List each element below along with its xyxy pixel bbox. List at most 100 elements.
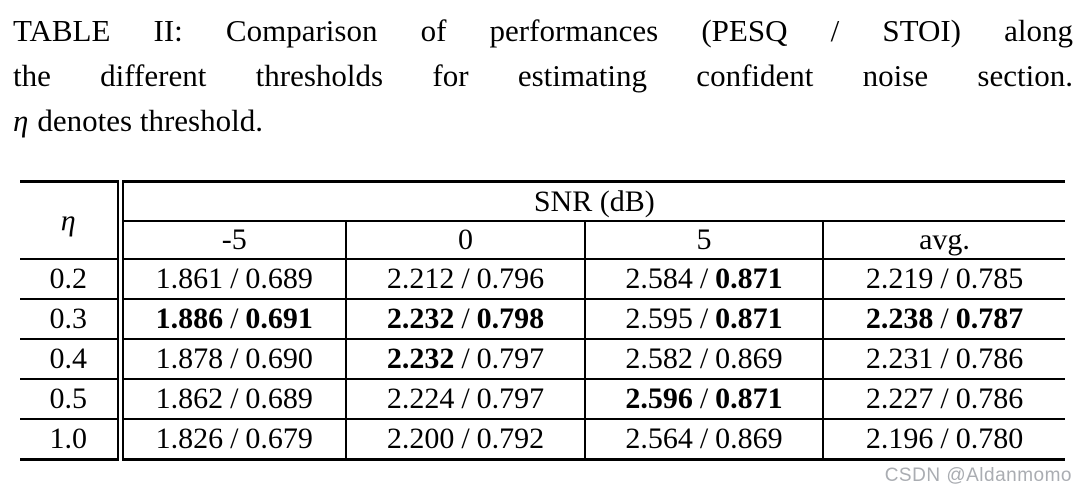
value-separator: / <box>461 342 470 375</box>
pesq-value: 2.564 <box>625 422 693 455</box>
stoi-value: 0.869 <box>715 342 783 375</box>
col-header-0: 0 <box>345 221 585 260</box>
caption-line-1: TABLE II: Comparison of performances (PE… <box>13 13 1073 48</box>
caption-line-3-text: denotes threshold. <box>37 103 263 138</box>
results-table: η SNR (dB) -5 0 5 avg. 0.2 1.861/0.689 2… <box>20 180 1066 461</box>
pesq-value: 2.232 <box>386 302 455 335</box>
stoi-value: 0.796 <box>476 262 545 295</box>
stoi-value: 0.797 <box>476 342 545 375</box>
stoi-value: 0.785 <box>955 262 1024 295</box>
eta-value: 0.4 <box>20 339 124 380</box>
eta-value: 1.0 <box>20 419 124 460</box>
stoi-value: 0.787 <box>955 302 1024 335</box>
table-cell: 2.200/0.792 <box>345 419 585 460</box>
table-cell: 1.862/0.689 <box>120 379 346 420</box>
header-group-row: η SNR (dB) <box>20 181 1066 260</box>
caption-line-3: η denotes threshold. <box>13 98 1073 143</box>
table-row: 0.2 1.861/0.689 2.212/0.796 2.584/0.871 … <box>20 259 1066 300</box>
value-separator: / <box>461 422 470 455</box>
pesq-value: 1.886 <box>155 302 224 335</box>
table-cell: 1.878/0.690 <box>120 339 346 380</box>
pesq-value: 2.231 <box>865 342 934 375</box>
pesq-value: 2.224 <box>386 382 455 415</box>
table-cell: 2.564/0.869 <box>584 419 823 460</box>
eta-value: 0.5 <box>20 379 124 420</box>
stoi-value: 0.786 <box>955 342 1024 375</box>
value-separator: / <box>699 302 709 335</box>
table-cell: 1.861/0.689 <box>120 259 346 300</box>
table-cell: 2.227/0.786 <box>821 379 1066 420</box>
value-separator: / <box>230 302 239 335</box>
pesq-value: 1.826 <box>155 422 224 455</box>
table-caption: TABLE II: Comparison of performances (PE… <box>13 8 1073 143</box>
stoi-value: 0.798 <box>476 302 545 335</box>
value-separator: / <box>461 382 470 415</box>
value-separator: / <box>699 382 709 415</box>
col-header-5: 5 <box>584 221 823 260</box>
pesq-value: 2.595 <box>625 302 693 335</box>
eta-value: 0.2 <box>20 259 124 300</box>
pesq-value: 2.232 <box>386 342 455 375</box>
header-columns-row: -5 0 5 avg. <box>20 221 1066 260</box>
pesq-value: 2.219 <box>865 262 934 295</box>
pesq-value: 2.584 <box>625 262 693 295</box>
table-cell: 2.595/0.871 <box>584 299 823 340</box>
stoi-value: 0.871 <box>715 302 783 335</box>
table-cell: 2.224/0.797 <box>345 379 585 420</box>
stoi-value: 0.871 <box>715 382 783 415</box>
table-row: 0.4 1.878/0.690 2.232/0.797 2.582/0.869 … <box>20 339 1066 380</box>
stoi-value: 0.780 <box>955 422 1024 455</box>
stoi-value: 0.792 <box>476 422 545 455</box>
pesq-value: 1.878 <box>155 342 224 375</box>
table-cell: 2.231/0.786 <box>821 339 1066 380</box>
eta-value: 0.3 <box>20 299 124 340</box>
table-cell: 2.232/0.798 <box>345 299 585 340</box>
table-cell: 2.219/0.785 <box>821 259 1066 300</box>
value-separator: / <box>699 262 709 295</box>
stoi-value: 0.691 <box>245 302 313 335</box>
value-separator: / <box>940 302 949 335</box>
table-cell: 2.232/0.797 <box>345 339 585 380</box>
stoi-value: 0.871 <box>715 262 783 295</box>
value-separator: / <box>940 262 949 295</box>
value-separator: / <box>940 422 949 455</box>
col-header-avg: avg. <box>821 221 1066 260</box>
table-row: 0.5 1.862/0.689 2.224/0.797 2.596/0.871 … <box>20 379 1066 420</box>
snr-group-header: SNR (dB) <box>120 181 1066 222</box>
table-cell: 2.582/0.869 <box>584 339 823 380</box>
value-separator: / <box>230 262 239 295</box>
value-separator: / <box>699 342 709 375</box>
table-cell: 2.196/0.780 <box>821 419 1066 460</box>
value-separator: / <box>940 382 949 415</box>
watermark: CSDN @Aldanmomo <box>884 465 1072 486</box>
pesq-value: 2.200 <box>386 422 455 455</box>
stoi-value: 0.689 <box>245 262 313 295</box>
table-cell: 1.826/0.679 <box>120 419 346 460</box>
pesq-value: 2.596 <box>625 382 693 415</box>
eta-symbol: η <box>60 203 76 237</box>
value-separator: / <box>461 302 470 335</box>
value-separator: / <box>940 342 949 375</box>
stoi-value: 0.797 <box>476 382 545 415</box>
pesq-value: 2.196 <box>865 422 934 455</box>
col-header-minus5: -5 <box>120 221 346 260</box>
pesq-value: 2.227 <box>865 382 934 415</box>
table-cell: 2.596/0.871 <box>584 379 823 420</box>
page: TABLE II: Comparison of performances (PE… <box>0 8 1086 496</box>
table-cell: 2.584/0.871 <box>584 259 823 300</box>
stoi-value: 0.690 <box>245 342 313 375</box>
pesq-value: 2.582 <box>625 342 693 375</box>
pesq-value: 1.861 <box>155 262 224 295</box>
stoi-value: 0.786 <box>955 382 1024 415</box>
caption-line-2: the different thresholds for estimating … <box>13 58 1073 93</box>
value-separator: / <box>230 382 239 415</box>
stoi-value: 0.689 <box>245 382 313 415</box>
table-row: 1.0 1.826/0.679 2.200/0.792 2.564/0.869 … <box>20 419 1066 460</box>
pesq-value: 2.212 <box>386 262 455 295</box>
table-cell: 1.886/0.691 <box>120 299 346 340</box>
pesq-value: 2.238 <box>865 302 934 335</box>
value-separator: / <box>699 422 709 455</box>
stoi-value: 0.679 <box>245 422 313 455</box>
table-row: 0.3 1.886/0.691 2.232/0.798 2.595/0.871 … <box>20 299 1066 340</box>
eta-symbol: η <box>13 103 29 138</box>
